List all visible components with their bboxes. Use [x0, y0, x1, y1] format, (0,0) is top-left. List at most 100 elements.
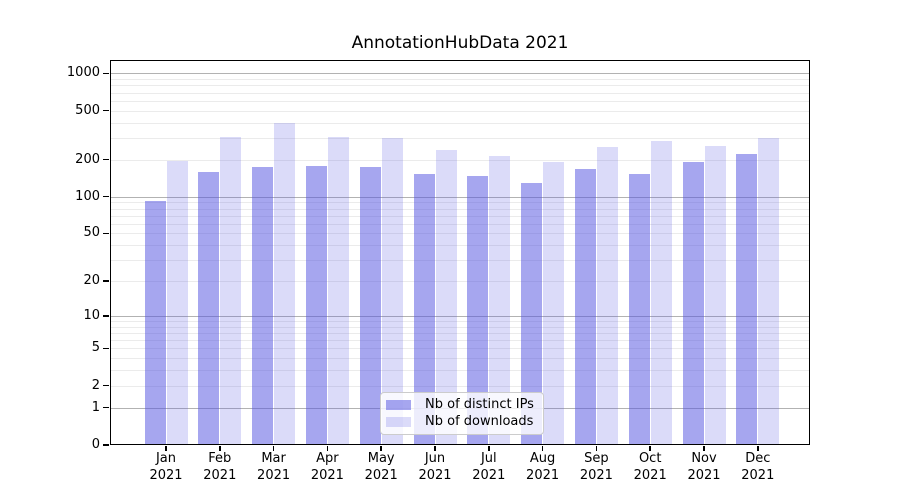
x-tick-apr — [326, 446, 329, 451]
x-tick-label-sep: Sep 2021 — [569, 450, 623, 484]
x-tick-label-month: Aug — [529, 451, 556, 466]
y-tick-label-200: 200 — [75, 151, 100, 167]
y-tick-20 — [103, 280, 109, 282]
x-tick-may — [380, 446, 382, 451]
bar-distinct-ips-dec — [736, 154, 758, 445]
x-tick-label-year: 2021 — [149, 468, 183, 483]
y-gridline-70 — [110, 215, 810, 217]
x-tick-label-aug: Aug 2021 — [516, 450, 570, 484]
y-tick-50 — [103, 232, 109, 235]
x-tick-label-nov: Nov 2021 — [677, 450, 731, 484]
x-tick-label-year: 2021 — [257, 468, 291, 483]
y-tick-label-2: 2 — [91, 377, 100, 393]
y-tick-label-1000: 1000 — [66, 65, 100, 81]
x-tick-label-year: 2021 — [633, 468, 667, 483]
bar-distinct-ips-jan — [144, 200, 166, 445]
bar-distinct-ips-nov — [682, 161, 704, 445]
y-gridline-700 — [110, 92, 810, 94]
y-gridline-9 — [110, 321, 810, 322]
legend-label-distinct-ips: Nb of distinct IPs — [425, 396, 534, 412]
bar-distinct-ips-mar — [252, 166, 274, 445]
x-tick-label-month: Dec — [745, 451, 771, 466]
x-tick-label-year: 2021 — [472, 468, 506, 483]
bar-downloads-aug — [543, 161, 565, 445]
y-tick-label-100: 100 — [75, 188, 100, 204]
bar-distinct-ips-aug — [521, 182, 543, 445]
y-gridline-300 — [110, 137, 810, 139]
x-tick-oct — [649, 446, 651, 451]
bar-distinct-ips-sep — [574, 168, 596, 445]
x-tick-mar — [272, 446, 275, 451]
y-tick-label-500: 500 — [75, 102, 100, 118]
y-gridline-400 — [110, 122, 810, 124]
x-tick-feb — [219, 446, 221, 451]
y-gridline-1000 — [110, 73, 810, 75]
y-gridline-500 — [110, 110, 810, 112]
y-gridline-600 — [110, 100, 810, 102]
y-tick-100 — [103, 195, 109, 198]
bar-distinct-ips-feb — [198, 171, 220, 445]
x-tick-label-year: 2021 — [687, 468, 721, 483]
x-tick-label-year: 2021 — [418, 468, 452, 483]
legend-item-downloads: Nb of downloads — [386, 413, 537, 430]
y-gridline-4 — [110, 358, 810, 360]
bar-distinct-ips-oct — [628, 173, 650, 445]
x-tick-label-jul: Jul 2021 — [462, 450, 516, 484]
bar-downloads-apr — [327, 137, 349, 445]
x-tick-label-month: Mar — [261, 451, 286, 466]
y-tick-label-50: 50 — [83, 225, 100, 241]
y-tick-10 — [103, 315, 109, 317]
x-tick-label-dec: Dec 2021 — [731, 450, 785, 484]
bar-downloads-oct — [650, 141, 672, 445]
x-tick-sep — [595, 446, 598, 451]
legend-label-downloads: Nb of downloads — [425, 413, 534, 429]
plot-area — [110, 60, 810, 445]
y-tick-label-10: 10 — [83, 307, 100, 323]
y-tick-1 — [103, 406, 109, 409]
x-tick-label-oct: Oct 2021 — [623, 450, 677, 484]
y-tick-2 — [103, 384, 109, 387]
y-tick-1000 — [103, 72, 109, 75]
y-gridline-2 — [110, 385, 810, 387]
bar-downloads-jul — [489, 155, 511, 445]
bar-distinct-ips-jun — [413, 173, 435, 445]
chart-title: AnnotationHubData 2021 — [351, 33, 569, 53]
x-tick-label-year: 2021 — [579, 468, 613, 483]
y-gridline-80 — [110, 208, 810, 210]
bar-distinct-ips-jul — [467, 176, 489, 445]
y-tick-5 — [103, 347, 109, 350]
x-tick-jun — [434, 446, 436, 451]
bar-downloads-nov — [704, 145, 726, 445]
y-gridline-900 — [110, 79, 810, 80]
y-gridline-30 — [110, 260, 810, 262]
x-tick-label-year: 2021 — [364, 468, 398, 483]
legend: Nb of distinct IPs Nb of downloads — [380, 391, 544, 435]
y-gridline-100 — [110, 196, 810, 198]
bar-downloads-dec — [758, 138, 780, 445]
bar-downloads-feb — [220, 137, 242, 445]
y-tick-label-20: 20 — [83, 273, 100, 289]
x-tick-label-year: 2021 — [203, 468, 237, 483]
legend-swatch-distinct-ips-icon — [386, 399, 411, 410]
y-gridline-20 — [110, 281, 810, 283]
bar-downloads-jan — [166, 161, 188, 445]
x-tick-label-apr: Apr 2021 — [300, 450, 354, 484]
x-tick-label-month: Apr — [316, 451, 339, 466]
y-gridline-40 — [110, 245, 810, 247]
y-gridline-7 — [110, 332, 810, 334]
y-tick-label-0: 0 — [91, 436, 100, 452]
legend-item-distinct-ips: Nb of distinct IPs — [386, 396, 537, 413]
x-tick-label-mar: Mar 2021 — [247, 450, 301, 484]
y-tick-200 — [103, 158, 109, 161]
x-tick-jan — [165, 446, 167, 451]
y-gridline-8 — [110, 326, 810, 328]
x-tick-label-year: 2021 — [741, 468, 775, 483]
x-tick-label-month: Jan — [155, 451, 177, 466]
bar-distinct-ips-apr — [305, 165, 327, 445]
x-tick-label-month: May — [367, 451, 395, 466]
y-gridline-200 — [110, 159, 810, 161]
y-gridline-10 — [110, 315, 810, 317]
x-tick-label-year: 2021 — [526, 468, 560, 483]
bar-downloads-jun — [435, 149, 457, 445]
